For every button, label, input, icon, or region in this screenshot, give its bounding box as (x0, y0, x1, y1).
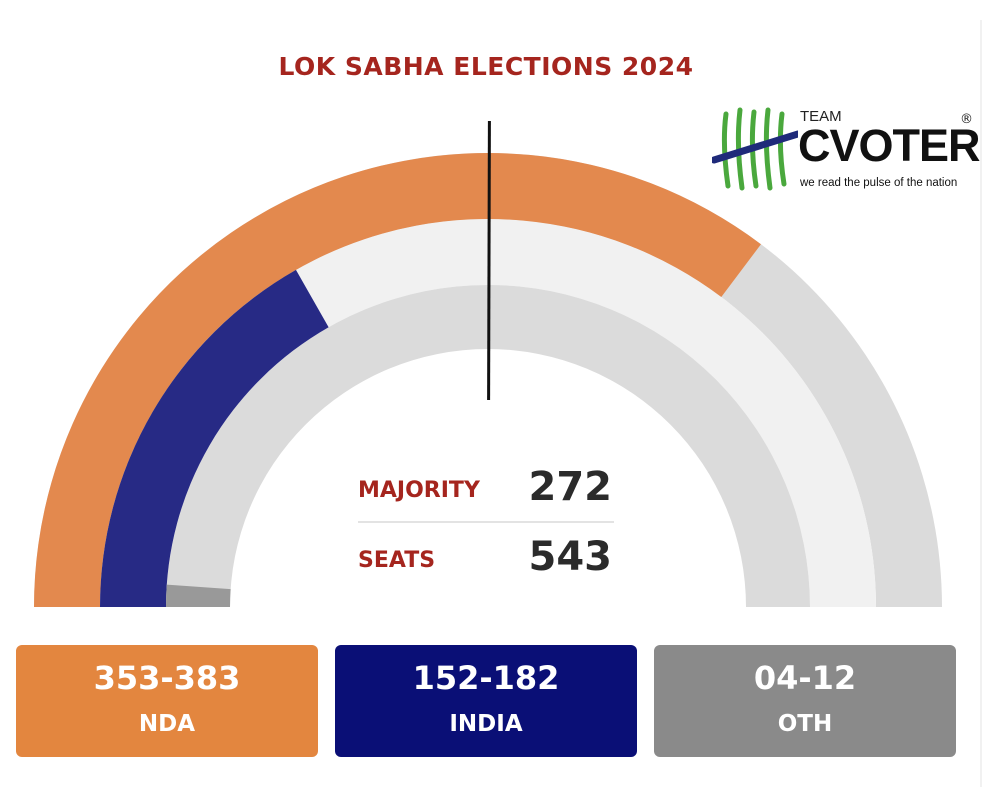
seats-value: 543 (528, 534, 613, 580)
oth-label: OTH (777, 711, 833, 737)
tally-marks-icon (712, 107, 798, 191)
majority-row: MAJORITY 272 (358, 462, 614, 518)
majority-marker-line (487, 120, 491, 401)
oth-range: 04-12 (753, 659, 857, 697)
oth-track (166, 285, 810, 607)
majority-label: MAJORITY (358, 478, 480, 503)
india-label: INDIA (449, 711, 523, 737)
india-bar (100, 269, 329, 607)
india-box: 152-182 INDIA (335, 645, 637, 757)
majority-value: 272 (528, 464, 613, 510)
registered-mark: ® (960, 112, 973, 127)
gauge-bars (34, 153, 761, 607)
nda-bar (34, 153, 761, 607)
seats-row: SEATS 543 (358, 532, 614, 588)
seats-label: SEATS (358, 548, 436, 573)
logo-tagline: we read the pulse of the nation (800, 177, 958, 189)
center-divider (358, 521, 614, 523)
cvoter-logo: TEAM CVOTER ® we read the pulse of the n… (712, 104, 981, 196)
oth-bar (166, 584, 231, 607)
nda-box: 353-383 NDA (16, 645, 318, 757)
nda-range: 353-383 (93, 659, 241, 697)
oth-box: 04-12 OTH (654, 645, 956, 757)
chart-title: LOK SABHA ELECTIONS 2024 (278, 52, 694, 81)
india-range: 152-182 (412, 659, 560, 697)
right-edge-divider (980, 20, 982, 787)
nda-label: NDA (138, 711, 196, 737)
logo-team-text: TEAM (800, 108, 842, 125)
logo-brand-text: CVOTER (798, 120, 981, 171)
center-summary: MAJORITY 272 SEATS 543 (358, 462, 614, 592)
